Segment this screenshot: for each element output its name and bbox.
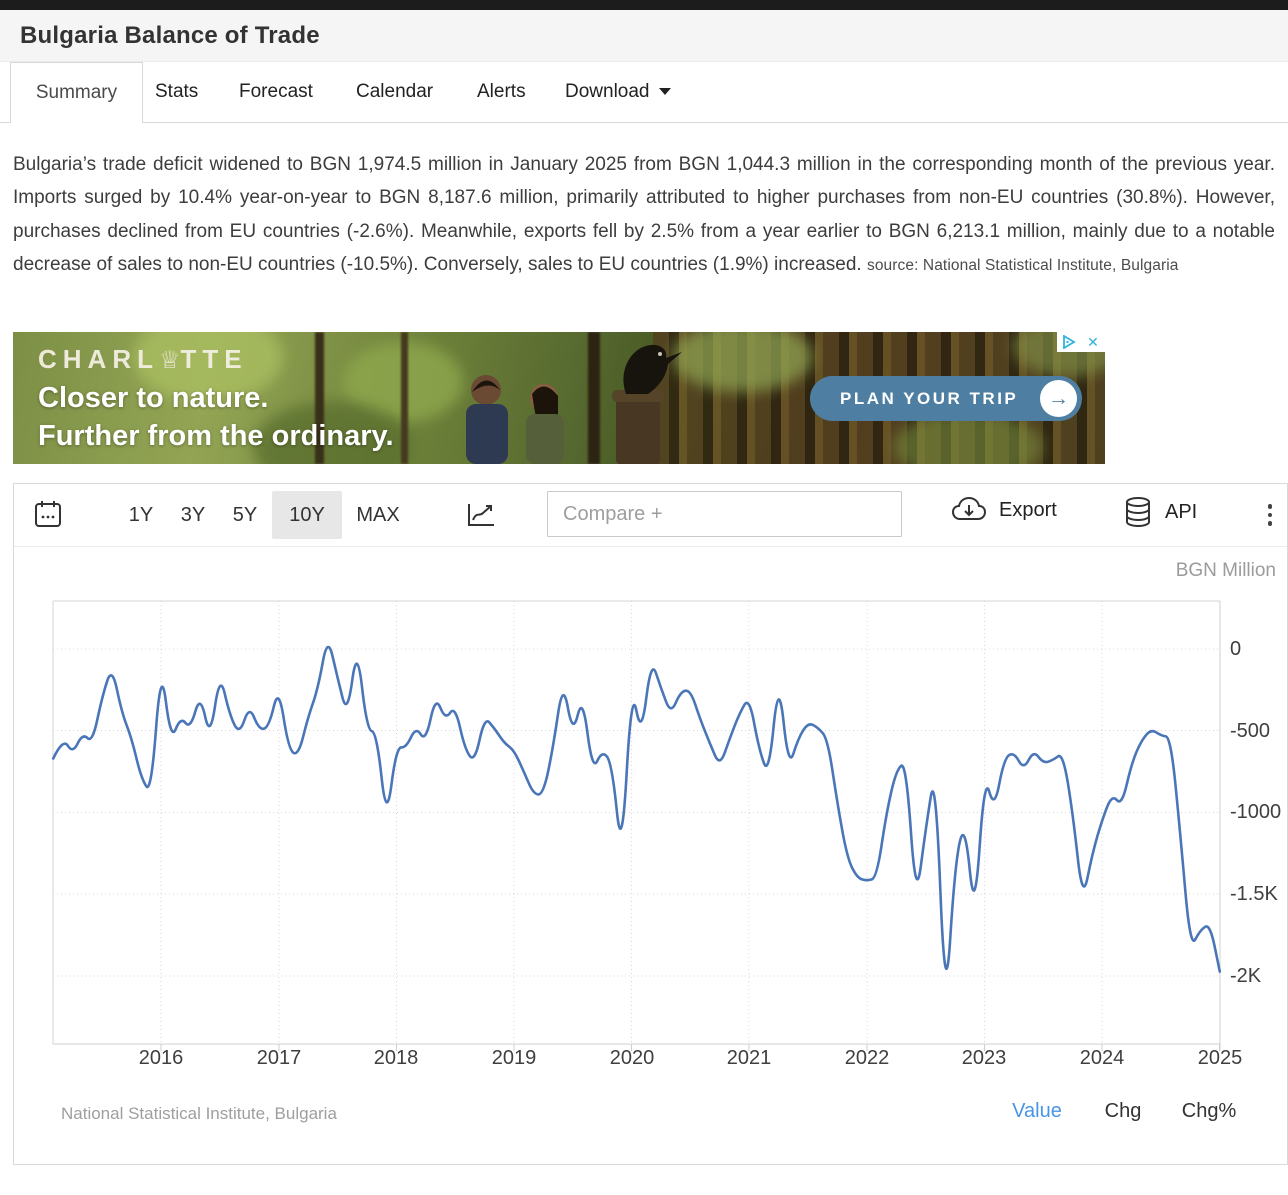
footer-link-chg[interactable]: Chg <box>1104 1100 1142 1122</box>
api-label: API <box>1165 500 1198 523</box>
tab-stats[interactable]: Stats <box>155 62 198 122</box>
axis-unit-label: BGN Million <box>1175 560 1276 581</box>
brand-text: TTE <box>180 344 248 374</box>
tree-trunk <box>588 332 600 464</box>
summary-body: Bulgaria’s trade deficit widened to BGN … <box>13 154 1275 276</box>
x-axis-label: 2016 <box>138 1047 184 1069</box>
cloud-download-icon <box>951 496 987 520</box>
balance-of-trade-line-chart[interactable] <box>14 484 1288 1166</box>
ad-brand-logo: CHARL♕TTE <box>38 344 248 375</box>
range-1y-button[interactable]: 1Y <box>121 491 161 539</box>
ad-tagline-2: Further from the ordinary. <box>38 420 394 452</box>
tab-calendar[interactable]: Calendar <box>356 62 433 122</box>
ad-tagline-1: Closer to nature. <box>38 382 269 414</box>
kebab-menu-icon[interactable] <box>1257 498 1283 532</box>
chevron-down-icon <box>658 88 671 96</box>
tab-forecast[interactable]: Forecast <box>239 62 313 122</box>
range-label: 1Y <box>128 504 154 526</box>
range-3y-button[interactable]: 3Y <box>173 491 213 539</box>
cta-label: PLAN YOUR TRIP <box>840 388 1019 408</box>
ad-corner-controls: ✕ <box>1057 332 1105 352</box>
tab-download[interactable]: Download <box>565 62 671 122</box>
tab-alerts[interactable]: Alerts <box>477 62 526 122</box>
x-axis-label: 2025 <box>1197 1047 1243 1069</box>
chart-panel: 1Y 3Y 5Y 10Y MAX Export API BGN Million … <box>13 483 1288 1165</box>
range-label: 5Y <box>232 504 258 526</box>
summary-text: Bulgaria’s trade deficit widened to BGN … <box>0 148 1275 283</box>
tab-label: Calendar <box>356 81 434 102</box>
x-axis-label: 2020 <box>609 1047 655 1069</box>
range-label: 10Y <box>289 504 325 526</box>
x-axis-label: 2019 <box>491 1047 537 1069</box>
line-chart-icon[interactable] <box>466 502 496 531</box>
plan-your-trip-button[interactable]: PLAN YOUR TRIP → <box>810 376 1082 421</box>
range-10y-button[interactable]: 10Y <box>272 491 342 539</box>
page-header: Bulgaria Balance of Trade <box>0 10 1288 62</box>
arrow-right-icon: → <box>1040 380 1077 417</box>
brand-text: CHARL <box>38 344 159 374</box>
compare-field <box>547 491 902 537</box>
range-label: MAX <box>356 504 400 526</box>
footer-link-value[interactable]: Value <box>1012 1100 1062 1122</box>
range-label: 3Y <box>180 504 206 526</box>
export-label: Export <box>999 498 1057 521</box>
export-button[interactable]: Export <box>951 496 1057 524</box>
adchoices-icon[interactable] <box>1057 332 1081 352</box>
bird-on-stump-illustration <box>612 344 682 464</box>
crown-icon: ♕ <box>159 347 181 374</box>
footer-link-chgpct[interactable]: Chg% <box>1181 1100 1237 1122</box>
tab-label: Stats <box>155 81 199 102</box>
people-illustration <box>466 375 564 464</box>
x-axis-label: 2021 <box>726 1047 772 1069</box>
x-axis-label: 2024 <box>1079 1047 1125 1069</box>
close-icon[interactable]: ✕ <box>1087 334 1099 350</box>
summary-source: source: National Statistical Institute, … <box>866 257 1179 275</box>
chart-source-note: National Statistical Institute, Bulgaria <box>61 1104 337 1123</box>
tab-label: Forecast <box>239 81 313 102</box>
x-axis-label: 2018 <box>373 1047 419 1069</box>
y-axis-label: -1000 <box>1230 801 1282 823</box>
x-axis-label: 2022 <box>844 1047 890 1069</box>
y-axis-label: 0 <box>1230 638 1242 660</box>
tab-label: Alerts <box>477 81 526 102</box>
compare-input[interactable] <box>547 491 902 537</box>
tab-bar: Summary Stats Forecast Calendar Alerts D… <box>0 62 1288 123</box>
range-5y-button[interactable]: 5Y <box>225 491 265 539</box>
toolbar-divider <box>14 546 1287 547</box>
database-icon <box>1126 497 1150 528</box>
y-axis-label: -2K <box>1230 965 1262 987</box>
tab-label: Download <box>565 81 650 102</box>
foliage-shape <box>133 332 283 402</box>
y-axis-label: -500 <box>1230 720 1271 742</box>
top-navigation-bar <box>0 0 1288 10</box>
calendar-icon[interactable] <box>34 499 62 532</box>
range-max-button[interactable]: MAX <box>347 491 409 539</box>
ad-banner[interactable]: CHARL♕TTE Closer to nature. Further from… <box>13 332 1105 464</box>
tree-trunk <box>401 332 408 464</box>
tab-summary[interactable]: Summary <box>10 62 143 123</box>
foliage-shape <box>673 332 813 392</box>
x-axis-label: 2023 <box>961 1047 1007 1069</box>
page-title: Bulgaria Balance of Trade <box>20 21 320 49</box>
api-button[interactable]: API <box>1123 496 1197 528</box>
x-axis-label: 2017 <box>256 1047 302 1069</box>
tree-trunk <box>315 332 324 464</box>
y-axis-label: -1.5K <box>1230 883 1278 905</box>
tab-label: Summary <box>35 82 118 103</box>
